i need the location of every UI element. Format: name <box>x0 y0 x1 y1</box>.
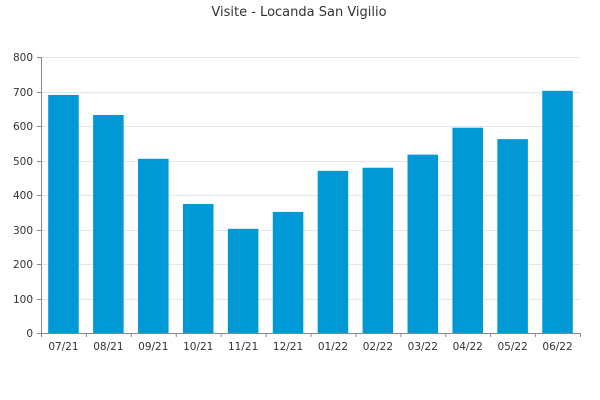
x-tick-label: 09/21 <box>138 341 168 353</box>
x-tick-label: 03/22 <box>408 341 438 353</box>
x-tick-label: 11/21 <box>228 341 258 353</box>
tick-labels: 0 100 200 300 400 500 600 700 800 07/21 08/21 09/21… <box>13 52 573 353</box>
bar-08-21[interactable] <box>93 114 124 334</box>
x-tick-label: 08/21 <box>93 341 123 353</box>
bar-11-21[interactable] <box>227 228 259 333</box>
bar-04-22[interactable] <box>452 127 483 333</box>
y-tick-label: 0 <box>26 328 33 340</box>
bar-12-21[interactable] <box>272 211 304 333</box>
bar-01-22[interactable] <box>317 170 349 333</box>
bar-05-22[interactable] <box>497 139 528 333</box>
x-tick-label: 12/21 <box>273 341 303 353</box>
gridlines <box>41 57 580 300</box>
x-tick-label: 01/22 <box>318 341 348 353</box>
y-tick-label: 300 <box>13 225 33 237</box>
bar-03-22[interactable] <box>407 154 439 333</box>
x-tick-label: 07/21 <box>48 341 78 353</box>
x-tick-label: 10/21 <box>183 341 213 353</box>
bars <box>48 90 573 334</box>
bar-06-22[interactable] <box>542 90 573 333</box>
bar-09-21[interactable] <box>138 158 169 333</box>
y-tick-label: 600 <box>13 121 33 133</box>
bar-07-21[interactable] <box>48 94 79 333</box>
y-tick-label: 500 <box>13 156 33 168</box>
y-tick-label: 100 <box>13 294 33 306</box>
x-tick-label: 02/22 <box>363 341 393 353</box>
x-tick-label: 05/22 <box>497 341 527 353</box>
y-tick-label: 200 <box>13 259 33 271</box>
axes <box>37 57 581 337</box>
x-tick-label: 04/22 <box>453 341 483 353</box>
chart-title: Visite - Locanda San Vigilio <box>211 5 386 20</box>
y-tick-label: 800 <box>13 52 33 64</box>
bar-02-22[interactable] <box>362 167 394 333</box>
y-tick-label: 700 <box>13 87 33 99</box>
x-tick-label: 06/22 <box>542 341 572 353</box>
y-tick-label: 400 <box>13 190 33 202</box>
bar-10-21[interactable] <box>182 203 214 333</box>
